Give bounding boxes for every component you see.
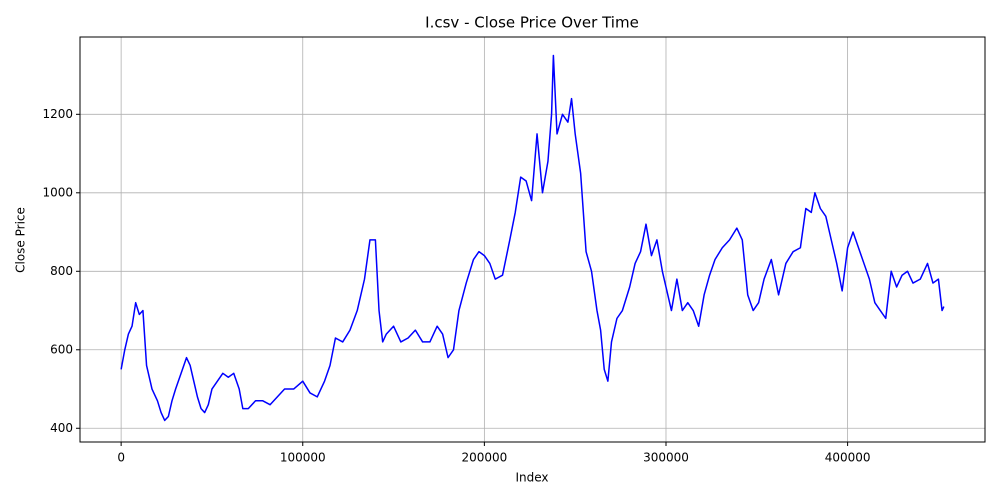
y-tick-label: 1000 (42, 185, 73, 199)
price-line (120, 54, 945, 422)
x-axis-label: Index (515, 471, 548, 485)
x-tick-label: 200000 (461, 451, 507, 465)
x-tick-label: 0 (117, 451, 125, 465)
plot-frame (79, 36, 986, 443)
y-tick-label: 400 (50, 421, 73, 435)
y-tick-label: 600 (50, 342, 73, 356)
x-tick-label: 400000 (825, 451, 871, 465)
y-tick-label: 1200 (42, 107, 73, 121)
chart-title: I.csv - Close Price Over Time (425, 14, 639, 32)
x-tick-label: 100000 (280, 451, 326, 465)
y-tick-label: 800 (50, 264, 73, 278)
y-axis-label: Close Price (14, 207, 28, 273)
x-tick-label: 300000 (643, 451, 689, 465)
